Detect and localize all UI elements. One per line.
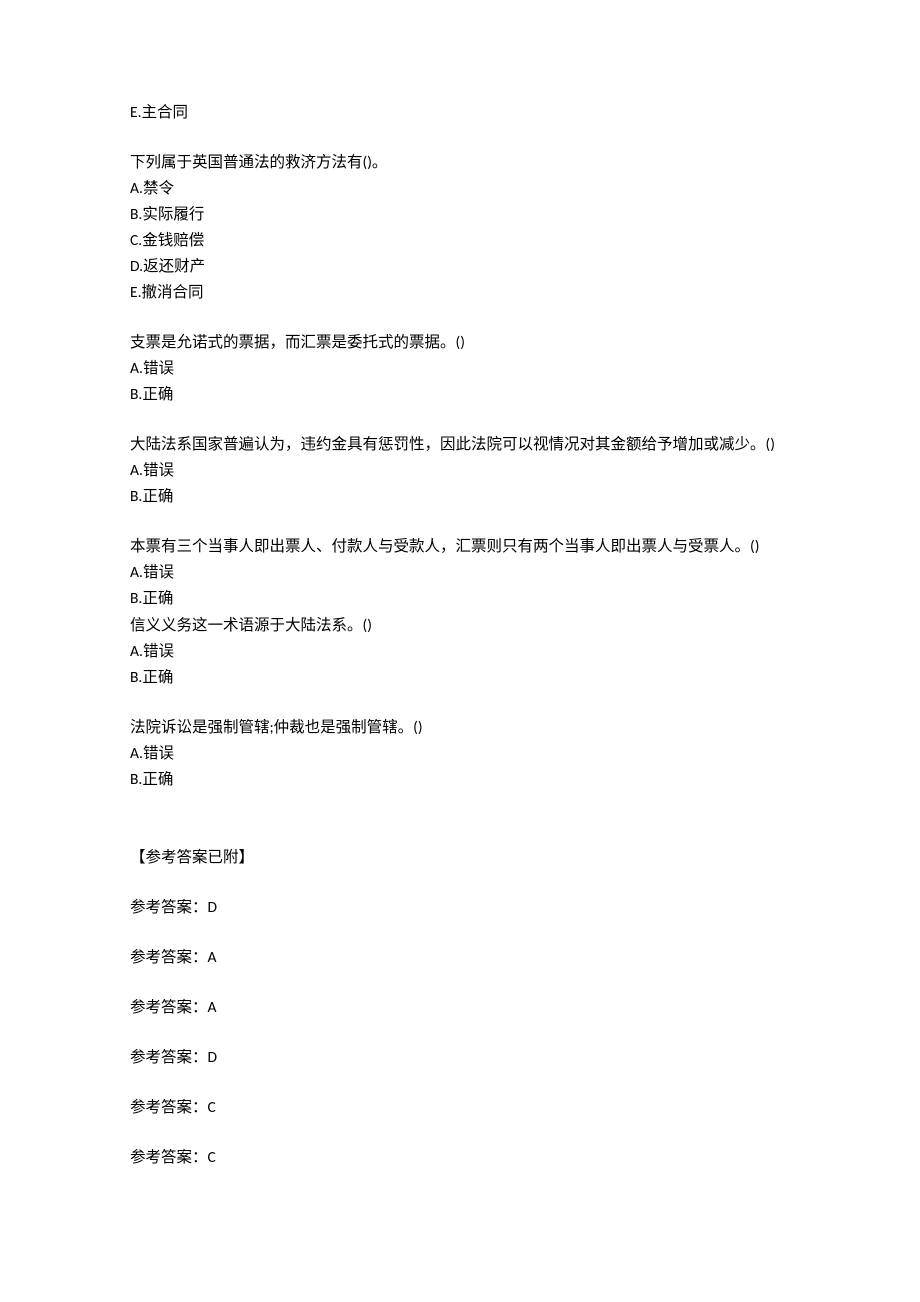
question-stem: 支票是允诺式的票据，而汇票是委托式的票据。() xyxy=(130,330,790,356)
question-block: 信义义务这一术语源于大陆法系。()A.错误B.正确 xyxy=(130,613,790,691)
answer-value: A xyxy=(208,998,217,1017)
answer-line: 参考答案：A xyxy=(130,945,790,971)
option-text: E.撤消合同 xyxy=(130,280,790,306)
option-text: A.错误 xyxy=(130,741,790,767)
option-text: A.错误 xyxy=(130,560,790,586)
answer-line: 参考答案：C xyxy=(130,1145,790,1171)
question-block: 下列属于英国普通法的救济方法有()。A.禁令B.实际履行C.金钱赔偿D.返还财产… xyxy=(130,150,790,306)
answer-line: 参考答案：A xyxy=(130,995,790,1021)
answer-label: 参考答案： xyxy=(130,1148,208,1167)
option-text: B.正确 xyxy=(130,484,790,510)
answer-line: 参考答案：D xyxy=(130,1045,790,1071)
answers-header: 【参考答案已附】 xyxy=(130,845,790,871)
answer-line: 参考答案：C xyxy=(130,1095,790,1121)
answer-value: C xyxy=(208,1098,216,1117)
question-block: 法院诉讼是强制管辖;仲裁也是强制管辖。()A.错误B.正确 xyxy=(130,715,790,793)
option-text: E.主合同 xyxy=(130,100,790,126)
answer-value: D xyxy=(208,1048,218,1067)
answer-label: 参考答案： xyxy=(130,948,208,967)
answers-header-text: 【参考答案已附】 xyxy=(130,845,790,871)
document-content: E.主合同 下列属于英国普通法的救济方法有()。A.禁令B.实际履行C.金钱赔偿… xyxy=(0,0,920,1171)
question-stem: 信义义务这一术语源于大陆法系。() xyxy=(130,613,790,639)
option-text: A.错误 xyxy=(130,356,790,382)
answer-label: 参考答案： xyxy=(130,1048,208,1067)
answer-value: D xyxy=(208,898,218,917)
option-text: A.禁令 xyxy=(130,176,790,202)
option-text: D.返还财产 xyxy=(130,254,790,280)
orphan-option: E.主合同 xyxy=(130,100,790,126)
answer-label: 参考答案： xyxy=(130,1098,208,1117)
question-block: 本票有三个当事人即出票人、付款人与受款人，汇票则只有两个当事人即出票人与受票人。… xyxy=(130,534,790,612)
option-text: B.实际履行 xyxy=(130,202,790,228)
question-stem: 本票有三个当事人即出票人、付款人与受款人，汇票则只有两个当事人即出票人与受票人。… xyxy=(130,534,790,560)
question-block: 大陆法系国家普遍认为，违约金具有惩罚性，因此法院可以视情况对其金额给予增加或减少… xyxy=(130,432,790,510)
question-stem: 法院诉讼是强制管辖;仲裁也是强制管辖。() xyxy=(130,715,790,741)
answer-value: A xyxy=(208,948,217,967)
answer-label: 参考答案： xyxy=(130,898,208,917)
questions-list: 下列属于英国普通法的救济方法有()。A.禁令B.实际履行C.金钱赔偿D.返还财产… xyxy=(130,150,790,793)
question-stem: 下列属于英国普通法的救济方法有()。 xyxy=(130,150,790,176)
option-text: B.正确 xyxy=(130,665,790,691)
question-block: 支票是允诺式的票据，而汇票是委托式的票据。()A.错误B.正确 xyxy=(130,330,790,408)
answer-line: 参考答案：D xyxy=(130,895,790,921)
answers-list: 参考答案：D参考答案：A参考答案：A参考答案：D参考答案：C参考答案：C xyxy=(130,895,790,1171)
option-text: C.金钱赔偿 xyxy=(130,228,790,254)
option-text: A.错误 xyxy=(130,458,790,484)
option-text: B.正确 xyxy=(130,586,790,612)
answer-label: 参考答案： xyxy=(130,998,208,1017)
option-text: B.正确 xyxy=(130,382,790,408)
option-text: A.错误 xyxy=(130,639,790,665)
option-text: B.正确 xyxy=(130,767,790,793)
answer-value: C xyxy=(208,1148,216,1167)
question-stem: 大陆法系国家普遍认为，违约金具有惩罚性，因此法院可以视情况对其金额给予增加或减少… xyxy=(130,432,790,458)
